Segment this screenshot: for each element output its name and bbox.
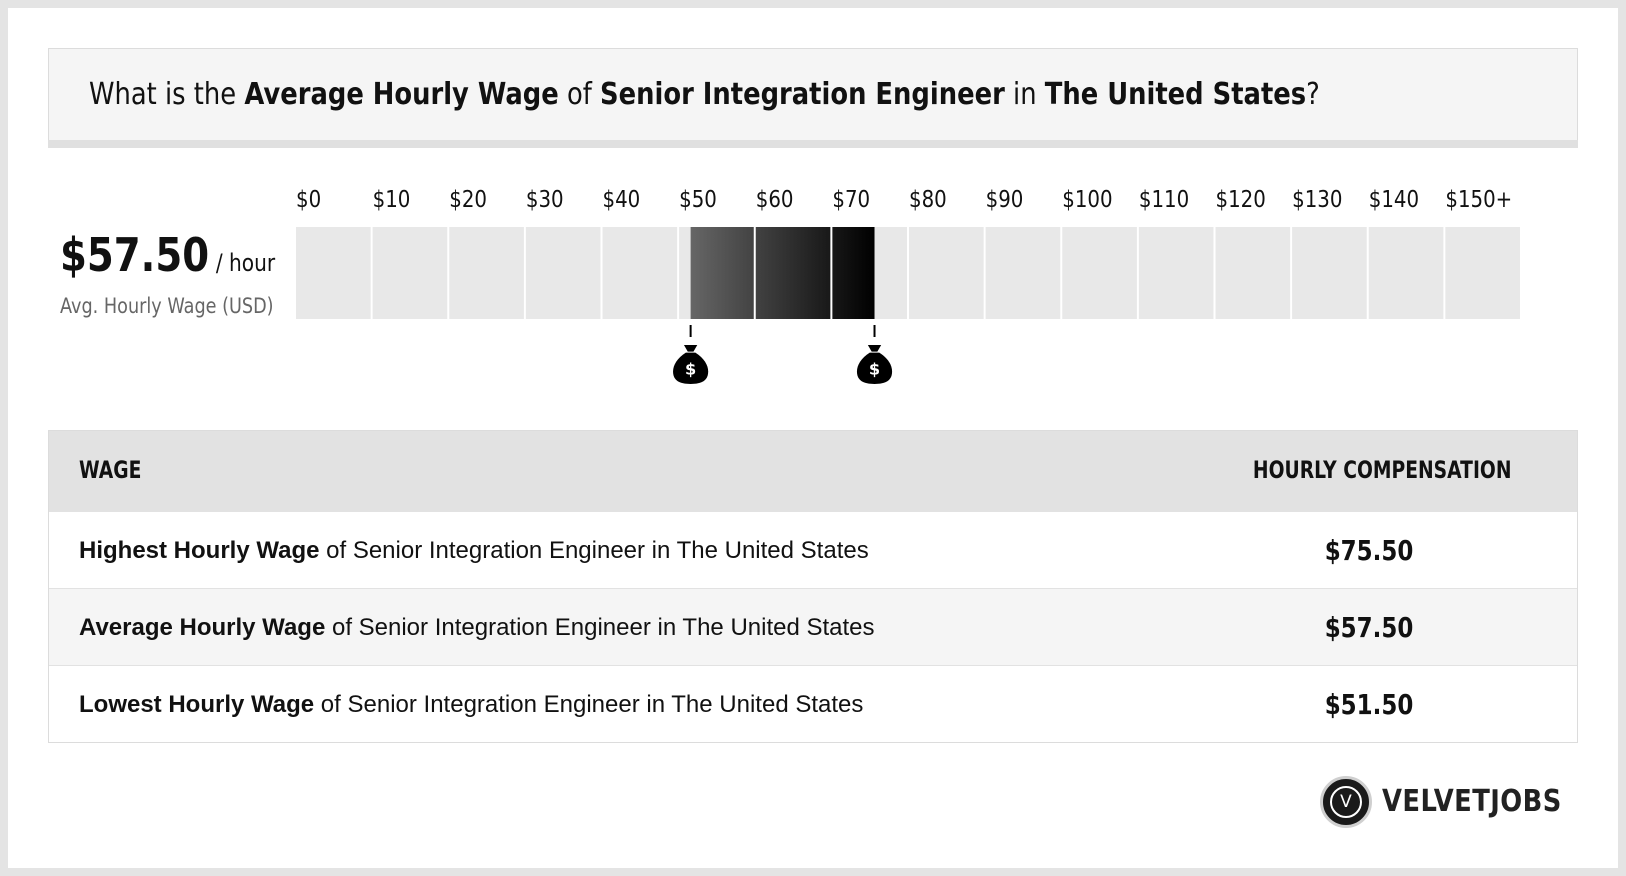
header-wage: WAGE — [79, 456, 142, 484]
page-title: What is the Average Hourly Wage of Senio… — [89, 77, 1320, 112]
track-segment — [1138, 227, 1214, 319]
x-tick-label: $140 — [1369, 187, 1419, 214]
title-metric: Average Hourly Wage — [244, 77, 559, 112]
range-divider — [830, 227, 833, 319]
row-value: $51.50 — [1324, 688, 1414, 721]
track-segment — [1445, 227, 1520, 319]
title-divider — [48, 140, 1578, 148]
track-segment — [449, 227, 524, 319]
range-divider — [753, 227, 756, 319]
title-bar: What is the Average Hourly Wage of Senio… — [48, 48, 1578, 140]
x-tick-label: $50 — [679, 187, 717, 214]
money-bag-icon — [673, 325, 709, 384]
x-tick-label: $60 — [756, 187, 794, 214]
track-segment — [525, 227, 601, 319]
average-wage-amount: $57.50 — [60, 228, 210, 282]
average-wage-label: Avg. Hourly Wage (USD) — [60, 294, 274, 318]
x-tick-label: $10 — [373, 187, 411, 214]
track-segment — [1062, 227, 1137, 319]
logo-mark: V — [1320, 776, 1372, 828]
x-tick-label: $130 — [1292, 187, 1342, 214]
table-row-average: Average Hourly Wage of Senior Integratio… — [49, 588, 1577, 665]
table-row-highest: Highest Hourly Wage of Senior Integratio… — [49, 511, 1577, 588]
row-label: Highest Hourly Wage of Senior Integratio… — [79, 537, 869, 564]
average-wage-unit: / hour — [215, 249, 276, 277]
x-tick-label: $30 — [526, 187, 564, 214]
track-segment — [1368, 227, 1444, 319]
title-location: The United States — [1044, 77, 1307, 112]
x-tick-label: $0 — [296, 187, 321, 214]
x-tick-label: $120 — [1216, 187, 1266, 214]
track-segment — [1215, 227, 1291, 319]
track-segment — [909, 227, 984, 319]
track-segment — [1292, 227, 1367, 319]
track-segment — [296, 227, 371, 319]
x-tick-label: $20 — [449, 187, 487, 214]
x-tick-label: $40 — [602, 187, 640, 214]
row-value: $57.50 — [1324, 611, 1414, 644]
x-tick-label: $150+ — [1445, 187, 1512, 214]
average-wage: $57.50/ hour — [60, 228, 275, 282]
money-bag-icon — [856, 325, 893, 384]
row-value: $75.50 — [1324, 534, 1414, 567]
row-label: Lowest Hourly Wage of Senior Integration… — [79, 691, 864, 718]
x-tick-label: $80 — [909, 187, 947, 214]
title-job: Senior Integration Engineer — [600, 77, 1005, 112]
track-segment — [602, 227, 678, 319]
table-row-lowest: Lowest Hourly Wage of Senior Integration… — [49, 665, 1577, 742]
x-tick-label: $70 — [832, 187, 870, 214]
logo-text: VELVETJOBS — [1382, 784, 1562, 819]
wage-card: What is the Average Hourly Wage of Senio… — [8, 8, 1618, 868]
track-segment — [372, 227, 448, 319]
x-tick-label: $110 — [1139, 187, 1189, 214]
wage-table: WAGE HOURLY COMPENSATION Highest Hourly … — [48, 430, 1578, 743]
row-label: Average Hourly Wage of Senior Integratio… — [79, 614, 875, 641]
x-tick-label: $100 — [1062, 187, 1112, 214]
track-segment — [985, 227, 1061, 319]
header-hourly-compensation: HOURLY COMPENSATION — [1252, 456, 1511, 484]
table-header: WAGE HOURLY COMPENSATION — [49, 431, 1577, 511]
x-tick-label: $90 — [986, 187, 1024, 214]
wage-range-chart: $ $0$10$20$30$40$50$60$70$80$90$100$110$… — [296, 187, 1520, 384]
wage-range-bar — [690, 227, 875, 319]
